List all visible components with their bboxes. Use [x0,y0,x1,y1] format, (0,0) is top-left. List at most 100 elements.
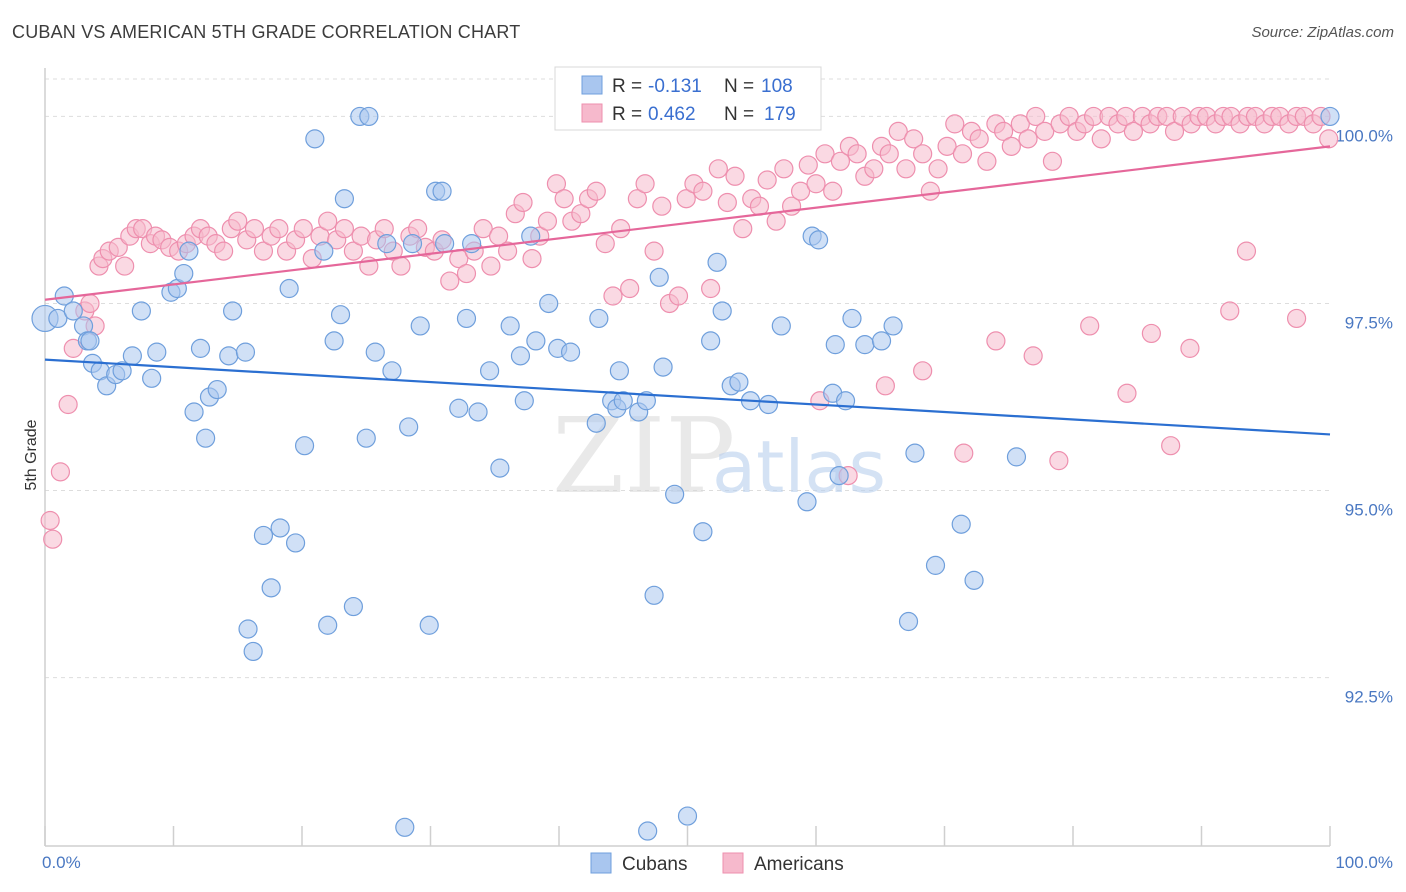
americans-point [986,331,1006,351]
cubans-point [343,596,363,617]
cubans-point [48,308,68,329]
bottom-legend-swatch-americans [722,852,744,874]
americans-point [749,196,770,216]
legend-n-label-americans: N = [724,104,754,125]
cubans-point [142,368,162,388]
cubans-point [712,301,732,321]
americans-point [823,181,843,201]
americans-point [228,211,248,231]
americans-point [554,189,574,209]
cubans-point [174,263,194,284]
cubans-point [758,394,779,415]
cubans-point [638,821,658,841]
cubans-point [279,278,299,299]
americans-point [1035,121,1055,141]
americans-point [888,121,908,141]
cubans-point [334,189,355,209]
americans-point [1123,121,1143,141]
americans-point [43,529,63,549]
y-axis-title: 5th Grade [23,419,40,490]
cubans-point [510,346,531,366]
cubans-point [951,514,971,534]
americans-point [481,256,501,276]
americans-point [668,286,689,306]
americans-point [635,174,655,194]
legend-r-value-americans: 0.462 [648,104,696,125]
americans-point [717,192,737,213]
americans-point [1236,241,1257,261]
cubans-point [435,234,455,254]
americans-point [757,170,777,190]
trend-lines [44,145,1331,436]
americans-point [1164,121,1185,141]
x-tick-label-min: 0.0% [42,853,81,872]
legend-n-value-americans: 179 [764,104,796,125]
americans-point [896,159,916,179]
cubans-point [184,402,204,422]
cubans-point [613,391,633,411]
americans-point [708,159,728,179]
legend-r-label-americans: R = [612,104,642,125]
bottom-legend-swatch-cubans [590,852,612,874]
cubans-point [330,305,351,325]
americans-point [1117,383,1137,403]
americans-point [766,211,786,231]
cubans-trend-line [44,358,1331,436]
americans-point [644,241,664,261]
cubans-point [649,267,669,287]
americans-point [513,192,533,213]
cubans-point [539,293,559,314]
cubans-point [131,301,151,321]
cubans-point [432,181,452,201]
x-tick-label-max: 100.0% [1335,853,1393,872]
watermark-atlas: atlas [712,425,886,509]
americans-point [875,376,895,396]
cubans-point [456,308,477,329]
cubans-point [305,129,325,149]
cubans-point [243,641,263,662]
cubans-point [514,391,534,411]
americans-point [928,159,948,179]
cubans-point [196,428,216,448]
cubans-point [356,428,376,448]
cubans-point [797,492,817,512]
americans-point [108,237,128,257]
cubans-point [80,331,100,351]
americans-point [1059,106,1079,127]
cubans-point [636,391,656,411]
americans-point [733,219,753,239]
stats-legend: R = -0.131 N = 108 R = 0.462 N = 179 [554,66,822,131]
americans-point [847,144,867,164]
americans-point [913,361,933,381]
cubans-point [402,234,423,254]
americans-point [725,166,745,186]
americans-point [522,248,542,269]
americans-point [214,241,234,261]
cubans-point [560,342,581,362]
americans-point [904,129,924,149]
americans-point [334,219,355,239]
cubans-point [468,402,488,422]
americans-point [611,219,631,239]
americans-point [537,211,558,231]
americans-point [391,256,411,276]
cubans-point [395,817,415,837]
y-tick-label: 95.0% [1345,501,1393,520]
cubans-point [842,308,862,329]
cubans-point [190,338,211,358]
americans-point [498,241,518,261]
americans-point [994,121,1014,141]
y-tick-label: 100.0% [1335,126,1393,145]
cubans-point [294,436,315,456]
americans-point [1220,301,1240,321]
americans-point [806,174,826,194]
cubans-point [925,555,946,575]
americans-point [937,136,957,156]
americans-point [1286,308,1307,329]
americans-point [1023,346,1043,366]
cubans-point [653,357,673,377]
americans-point [1141,323,1161,344]
americans-point [40,510,60,531]
americans-point [80,293,100,314]
bottom-legend-label-cubans: Cubans [622,854,688,875]
